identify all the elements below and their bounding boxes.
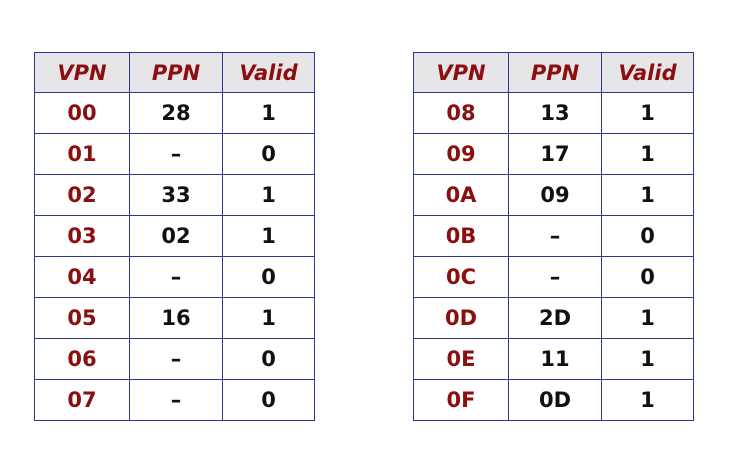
valid-cell: 0 bbox=[601, 256, 694, 298]
table-row: 06–0 bbox=[34, 338, 315, 380]
ppn-cell: 0D bbox=[508, 379, 602, 421]
vpn-cell: 01 bbox=[34, 133, 130, 175]
ppn-cell: 02 bbox=[129, 215, 223, 257]
vpn-cell: 04 bbox=[34, 256, 130, 298]
ppn-cell: – bbox=[129, 256, 223, 298]
page-table-left: VPN PPN Valid 00 28 1 01–0 02 33 1 03 02 1 04–… bbox=[34, 52, 315, 421]
table-row: 03 02 1 bbox=[34, 215, 315, 257]
ppn-cell: – bbox=[129, 338, 223, 380]
vpn-cell: 09 bbox=[413, 133, 509, 175]
valid-cell: 1 bbox=[601, 379, 694, 421]
table-row: 05 16 1 bbox=[34, 297, 315, 339]
valid-cell: 0 bbox=[222, 133, 315, 175]
ppn-cell: 17 bbox=[508, 133, 602, 175]
table-row: 0F 0D 1 bbox=[413, 379, 694, 421]
ppn-header: PPN bbox=[129, 52, 223, 93]
table-row: 0B –0 bbox=[413, 215, 694, 257]
vpn-cell: 0A bbox=[413, 174, 509, 216]
vpn-cell: 0D bbox=[413, 297, 509, 339]
valid-cell: 1 bbox=[222, 92, 315, 134]
ppn-cell: 2D bbox=[508, 297, 602, 339]
table-row: 0E 11 1 bbox=[413, 338, 694, 380]
vpn-cell: 0C bbox=[413, 256, 509, 298]
ppn-cell: 33 bbox=[129, 174, 223, 216]
vpn-cell: 02 bbox=[34, 174, 130, 216]
valid-header: Valid bbox=[222, 52, 315, 93]
vpn-cell: 00 bbox=[34, 92, 130, 134]
valid-cell: 1 bbox=[222, 215, 315, 257]
table-row: 01–0 bbox=[34, 133, 315, 175]
vpn-header: VPN bbox=[34, 52, 130, 93]
valid-cell: 1 bbox=[222, 297, 315, 339]
ppn-cell: – bbox=[129, 133, 223, 175]
vpn-cell: 03 bbox=[34, 215, 130, 257]
vpn-cell: 0B bbox=[413, 215, 509, 257]
valid-cell: 1 bbox=[601, 133, 694, 175]
valid-cell: 0 bbox=[601, 215, 694, 257]
table-row: 07–0 bbox=[34, 379, 315, 421]
ppn-cell: – bbox=[508, 215, 602, 257]
table-row: 04–0 bbox=[34, 256, 315, 298]
vpn-cell: 05 bbox=[34, 297, 130, 339]
vpn-cell: 0E bbox=[413, 338, 509, 380]
ppn-cell: – bbox=[508, 256, 602, 298]
vpn-cell: 0F bbox=[413, 379, 509, 421]
table-row: 02 33 1 bbox=[34, 174, 315, 216]
valid-cell: 0 bbox=[222, 338, 315, 380]
valid-header: Valid bbox=[601, 52, 694, 93]
valid-cell: 1 bbox=[222, 174, 315, 216]
page-table-right: VPN PPN Valid 08 13 1 09 17 1 0A 09 1 0B –0 0C –… bbox=[413, 52, 694, 421]
ppn-cell: – bbox=[129, 379, 223, 421]
table-row: 09 17 1 bbox=[413, 133, 694, 175]
ppn-cell: 09 bbox=[508, 174, 602, 216]
table-row: 08 13 1 bbox=[413, 92, 694, 134]
ppn-cell: 11 bbox=[508, 338, 602, 380]
table-row: 0A 09 1 bbox=[413, 174, 694, 216]
ppn-cell: 16 bbox=[129, 297, 223, 339]
ppn-header: PPN bbox=[508, 52, 602, 93]
table-header-row: VPN PPN Valid bbox=[34, 52, 315, 93]
table-header-row: VPN PPN Valid bbox=[413, 52, 694, 93]
table-body-left: 00 28 1 01–0 02 33 1 03 02 1 04–0 05 16 1 06–0 0… bbox=[34, 92, 315, 421]
valid-cell: 1 bbox=[601, 174, 694, 216]
valid-cell: 0 bbox=[222, 379, 315, 421]
ppn-cell: 28 bbox=[129, 92, 223, 134]
valid-cell: 1 bbox=[601, 92, 694, 134]
valid-cell: 1 bbox=[601, 338, 694, 380]
vpn-cell: 06 bbox=[34, 338, 130, 380]
valid-cell: 1 bbox=[601, 297, 694, 339]
table-row: 0D 2D 1 bbox=[413, 297, 694, 339]
table-row: 0C –0 bbox=[413, 256, 694, 298]
vpn-cell: 08 bbox=[413, 92, 509, 134]
ppn-cell: 13 bbox=[508, 92, 602, 134]
valid-cell: 0 bbox=[222, 256, 315, 298]
vpn-header: VPN bbox=[413, 52, 509, 93]
table-body-right: 08 13 1 09 17 1 0A 09 1 0B –0 0C –0 0D 2D 1 0E 11 1 … bbox=[413, 92, 694, 421]
table-row: 00 28 1 bbox=[34, 92, 315, 134]
vpn-cell: 07 bbox=[34, 379, 130, 421]
